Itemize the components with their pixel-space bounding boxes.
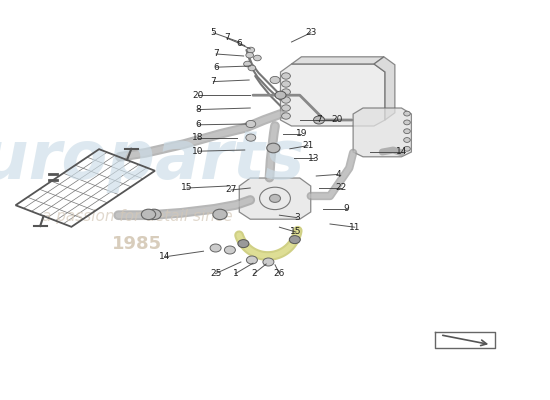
- Text: 27: 27: [226, 186, 236, 194]
- Circle shape: [246, 52, 254, 58]
- Text: 14: 14: [396, 148, 407, 156]
- Text: 21: 21: [302, 141, 313, 150]
- Circle shape: [282, 89, 290, 95]
- Circle shape: [289, 236, 300, 244]
- Polygon shape: [374, 57, 395, 120]
- Circle shape: [263, 258, 274, 266]
- Text: 7: 7: [213, 50, 219, 58]
- Polygon shape: [353, 108, 411, 157]
- Circle shape: [270, 194, 280, 202]
- Circle shape: [141, 209, 156, 220]
- Polygon shape: [239, 178, 311, 219]
- Text: 18: 18: [192, 133, 204, 142]
- Text: 20: 20: [332, 116, 343, 124]
- Circle shape: [238, 240, 249, 248]
- Text: 13: 13: [308, 154, 319, 163]
- Text: 3: 3: [294, 213, 300, 222]
- Text: 6: 6: [195, 120, 201, 129]
- Text: 10: 10: [192, 147, 204, 156]
- Circle shape: [282, 97, 290, 103]
- Circle shape: [246, 120, 256, 128]
- Text: 19: 19: [296, 129, 307, 138]
- Circle shape: [244, 61, 251, 67]
- Circle shape: [282, 73, 290, 79]
- Circle shape: [282, 81, 290, 87]
- Text: 1985: 1985: [112, 235, 163, 253]
- Text: 1: 1: [233, 269, 238, 278]
- Circle shape: [275, 91, 286, 99]
- Text: 8: 8: [195, 105, 201, 114]
- Circle shape: [404, 111, 410, 116]
- Text: 6: 6: [236, 40, 242, 48]
- Circle shape: [247, 47, 255, 53]
- Text: 11: 11: [349, 223, 360, 232]
- Circle shape: [404, 129, 410, 134]
- Circle shape: [282, 105, 290, 111]
- Circle shape: [270, 76, 280, 84]
- Text: europarts: europarts: [0, 127, 305, 193]
- Circle shape: [224, 246, 235, 254]
- Text: 26: 26: [274, 269, 285, 278]
- Circle shape: [404, 146, 410, 151]
- Text: a passion for detail since: a passion for detail since: [42, 208, 233, 224]
- Circle shape: [314, 116, 324, 124]
- Text: 5: 5: [211, 28, 216, 37]
- Text: 23: 23: [305, 28, 316, 37]
- Circle shape: [254, 55, 261, 61]
- Text: 14: 14: [160, 252, 170, 261]
- Text: 7: 7: [316, 116, 322, 124]
- Text: 22: 22: [336, 184, 346, 192]
- Text: 4: 4: [336, 170, 341, 179]
- Text: 20: 20: [192, 91, 204, 100]
- Circle shape: [404, 120, 410, 125]
- Text: 2: 2: [251, 269, 257, 278]
- Circle shape: [246, 256, 257, 264]
- Circle shape: [147, 209, 161, 220]
- Circle shape: [210, 244, 221, 252]
- Text: 7: 7: [224, 34, 229, 42]
- Circle shape: [213, 209, 227, 220]
- Text: 6: 6: [213, 63, 219, 72]
- Circle shape: [267, 143, 280, 153]
- Circle shape: [248, 65, 256, 71]
- Text: 9: 9: [344, 204, 349, 213]
- Circle shape: [246, 134, 256, 141]
- Circle shape: [282, 113, 290, 119]
- Polygon shape: [280, 64, 385, 126]
- Text: 15: 15: [182, 184, 192, 192]
- Text: 25: 25: [210, 269, 221, 278]
- Text: 7: 7: [211, 77, 216, 86]
- Circle shape: [404, 138, 410, 142]
- Text: 15: 15: [290, 228, 301, 236]
- Polygon shape: [292, 57, 384, 64]
